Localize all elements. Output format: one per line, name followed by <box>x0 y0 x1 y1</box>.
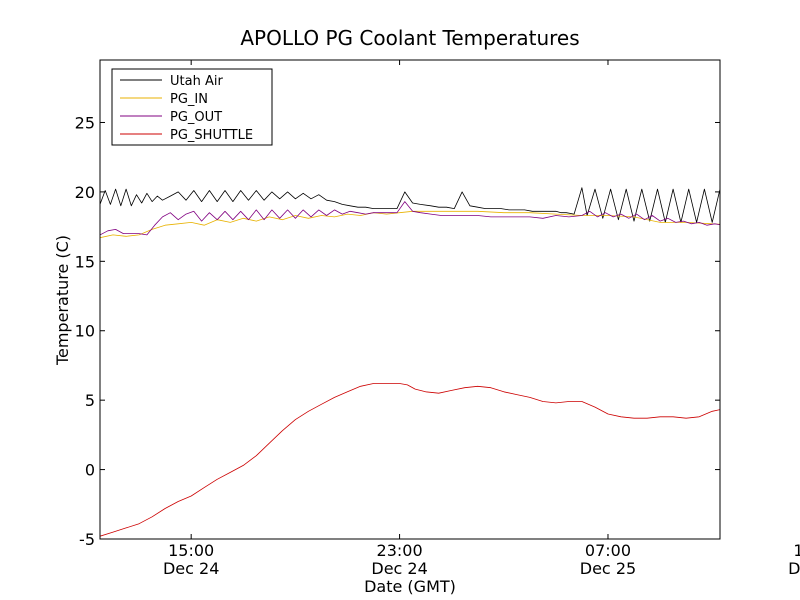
y-tick-label: 20 <box>75 183 95 202</box>
chart-title: APOLLO PG Coolant Temperatures <box>240 26 579 50</box>
x-tick-label-date: Dec 24 <box>371 559 427 578</box>
series-line-pg-in <box>100 210 720 239</box>
y-tick-label: 15 <box>75 252 95 271</box>
series-line-pg-out <box>100 201 720 236</box>
x-tick-label-time: 23:00 <box>377 541 423 560</box>
legend-box <box>111 68 273 146</box>
y-tick-label: 5 <box>85 391 95 410</box>
legend-label: PG_OUT <box>170 110 222 125</box>
y-axis: -5 0 5 10 15 20 25 <box>75 113 720 549</box>
legend-label: Utah Air <box>170 74 223 89</box>
y-tick-label: 0 <box>85 461 95 480</box>
legend-label: PG_IN <box>170 92 208 107</box>
x-tick-label-time: 15:00 <box>793 541 800 560</box>
y-tick-label: 10 <box>75 322 95 341</box>
plot-area <box>100 187 720 537</box>
y-tick-label: -5 <box>79 530 95 549</box>
x-axis-label: Date (GMT) <box>364 577 456 596</box>
x-tick-label-date: Dec 25 <box>580 559 636 578</box>
y-axis-label: Temperature (C) <box>53 235 72 366</box>
x-tick-label-date: Dec 25 <box>788 559 800 578</box>
plot-frame <box>99 59 721 540</box>
legend-label: PG_SHUTTLE <box>170 128 253 143</box>
y-tick-label: 25 <box>75 113 95 132</box>
x-tick-label-time: 15:00 <box>168 541 214 560</box>
series-line-utah-air <box>100 187 720 223</box>
x-tick-label-time: 07:00 <box>585 541 631 560</box>
series-line-pg-shuttle <box>100 383 720 537</box>
x-tick-label-date: Dec 24 <box>163 559 219 578</box>
legend: Utah Air PG_IN PG_OUT PG_SHUTTLE <box>111 68 273 146</box>
